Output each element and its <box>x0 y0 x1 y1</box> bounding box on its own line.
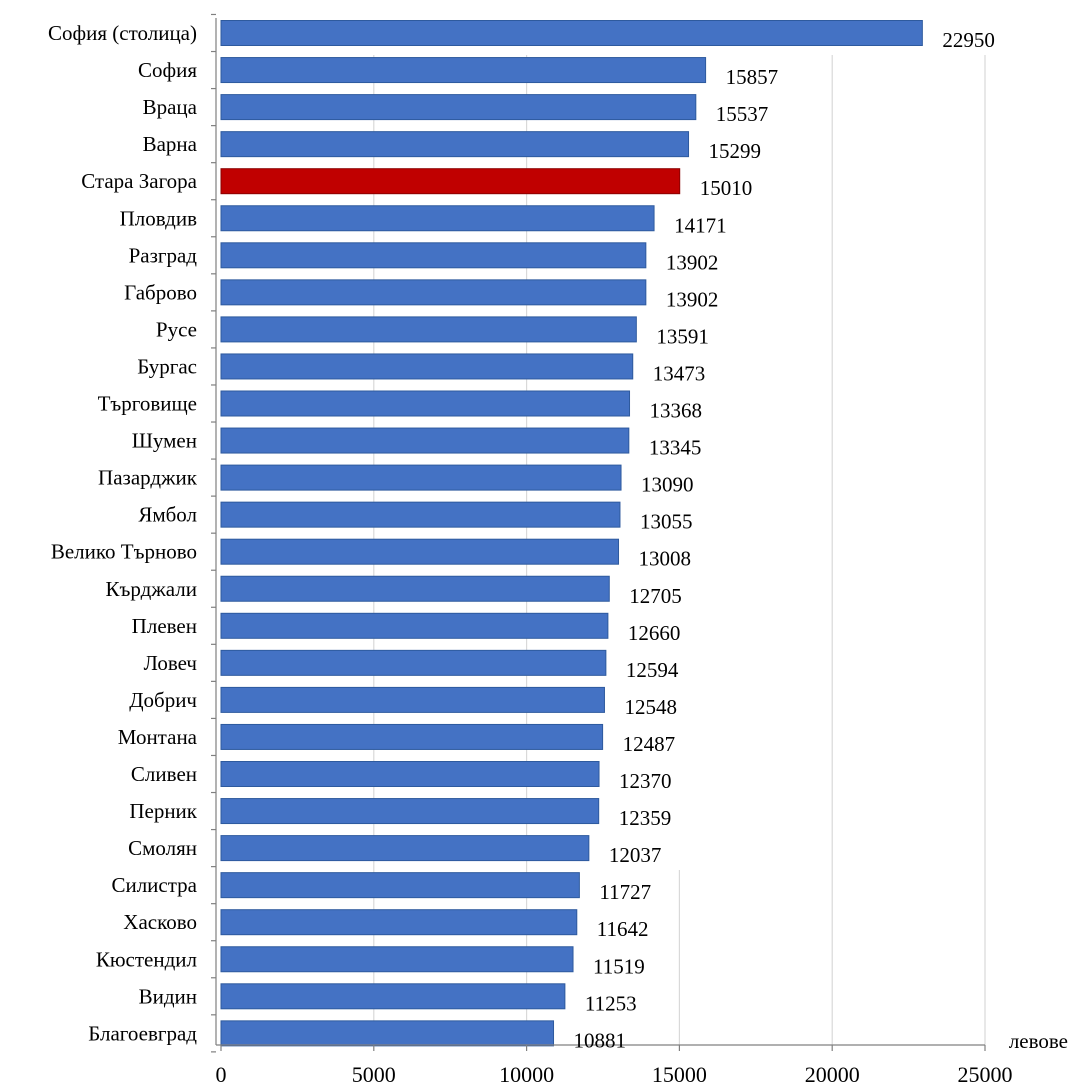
category-label: Плевен <box>132 614 197 638</box>
bar-21 <box>220 798 600 825</box>
bar-18 <box>220 686 605 713</box>
category-label: Благоевград <box>88 1021 197 1045</box>
category-label: Търговище <box>98 392 197 416</box>
category-label: Бургас <box>137 354 197 378</box>
value-label: 15857 <box>726 65 779 89</box>
bar-16 <box>220 612 609 639</box>
category-label: Монтана <box>118 725 198 749</box>
value-label: 10881 <box>574 1028 627 1052</box>
value-labels: 22950 15857 15537 15299 15010 14171 13902 13902… <box>574 28 995 1052</box>
bar-3 <box>220 131 690 158</box>
bar-17 <box>220 649 607 676</box>
category-label: Пазарджик <box>98 466 198 490</box>
category-label: Добрич <box>129 688 197 712</box>
category-label: Силистра <box>111 873 197 897</box>
bar-19 <box>220 723 604 750</box>
value-label: 12705 <box>629 584 682 608</box>
category-label: София <box>138 58 197 82</box>
value-label: 13591 <box>656 324 709 348</box>
value-label: 14171 <box>674 213 727 237</box>
bar-1 <box>220 57 707 84</box>
bar-26 <box>220 983 566 1010</box>
bar-24 <box>220 909 578 936</box>
bar-14 <box>220 538 620 565</box>
bar-11 <box>220 427 630 454</box>
bars <box>220 20 923 1047</box>
value-label: 13902 <box>666 250 719 274</box>
bar-9 <box>220 353 634 380</box>
x-tick-label: 15000 <box>652 1062 707 1087</box>
bar-5 <box>220 205 655 232</box>
category-labels: София (столица) София Враца Варна Стара Заго… <box>48 21 198 1045</box>
x-tick-labels: 0 5000 10000 15000 20000 25000 <box>216 1062 1013 1087</box>
x-tick-label: 5000 <box>352 1062 396 1087</box>
bar-6 <box>220 242 647 269</box>
category-label: Русе <box>156 317 197 341</box>
value-label: 11727 <box>599 880 651 904</box>
bar-4 <box>220 168 681 195</box>
value-label: 12370 <box>619 769 672 793</box>
category-label: Перник <box>129 799 197 823</box>
value-label: 15537 <box>716 102 769 126</box>
category-label: Ямбол <box>138 503 197 527</box>
value-label: 13368 <box>650 399 703 423</box>
value-label: 12359 <box>619 806 672 830</box>
value-label: 13902 <box>666 287 719 311</box>
category-label: Стара Загора <box>81 169 197 193</box>
category-label: Разград <box>129 243 198 267</box>
category-label: Видин <box>139 984 197 1008</box>
category-label: Кюстендил <box>96 947 197 971</box>
x-tick-label: 20000 <box>805 1062 860 1087</box>
value-label: 12548 <box>624 695 677 719</box>
category-label: София (столица) <box>48 21 197 45</box>
category-label: Пловдив <box>120 206 197 230</box>
bar-20 <box>220 761 600 787</box>
bar-10 <box>220 390 631 417</box>
value-label: 13055 <box>640 510 693 534</box>
value-label: 11642 <box>597 917 649 941</box>
category-label: Смолян <box>128 836 197 860</box>
value-label: 12487 <box>623 732 676 756</box>
value-label: 22950 <box>942 28 995 52</box>
category-label: Шумен <box>132 429 197 453</box>
x-tick-label: 0 <box>216 1062 227 1087</box>
value-label: 13008 <box>639 547 692 571</box>
x-axis-unit-label: левове <box>1009 1029 1068 1053</box>
bar-23 <box>220 872 580 899</box>
value-label: 12594 <box>626 658 679 682</box>
x-tick-label: 25000 <box>958 1062 1013 1087</box>
bar-22 <box>220 835 590 862</box>
x-tick-label: 10000 <box>499 1062 554 1087</box>
bar-15 <box>220 575 610 602</box>
bar-25 <box>220 946 574 973</box>
bar-7 <box>220 279 647 306</box>
category-label: Хасково <box>123 910 197 934</box>
value-label: 13090 <box>641 473 694 497</box>
value-label: 15010 <box>700 176 753 200</box>
category-label: Ловеч <box>144 651 198 675</box>
value-label: 11253 <box>585 991 637 1015</box>
value-label: 15299 <box>709 139 762 163</box>
bar-0 <box>220 20 923 46</box>
axes <box>211 13 986 1053</box>
category-label: Кърджали <box>105 577 197 601</box>
bar-2 <box>220 94 697 121</box>
value-label: 13345 <box>649 436 702 460</box>
value-label: 11519 <box>593 954 645 978</box>
value-label: 12037 <box>609 843 662 867</box>
category-label: Габрово <box>124 280 197 304</box>
value-label: 13473 <box>653 361 706 385</box>
bar-13 <box>220 501 621 528</box>
bar-8 <box>220 316 637 343</box>
category-label: Враца <box>143 95 198 119</box>
category-label: Варна <box>143 132 198 156</box>
bar-27 <box>220 1020 555 1047</box>
bar-12 <box>220 464 622 491</box>
category-label: Велико Търново <box>51 540 197 564</box>
value-label: 12660 <box>628 621 681 645</box>
category-label: Сливен <box>131 762 197 786</box>
